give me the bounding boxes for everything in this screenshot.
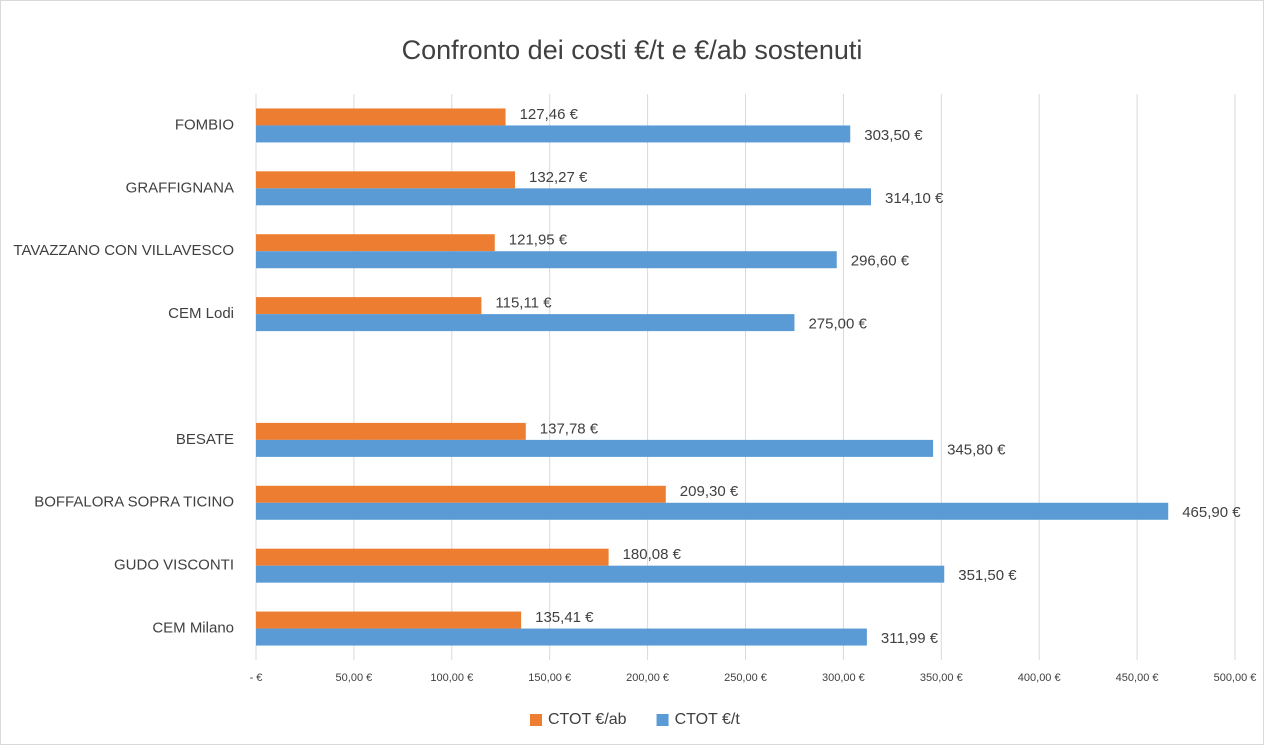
bar <box>256 502 1169 520</box>
data-label: 115,11 € <box>495 295 552 312</box>
x-tick-label: 100,00 € <box>430 672 473 684</box>
y-tick-label: BOFFALORA SOPRA TICINO <box>34 494 234 511</box>
data-label: 296,60 € <box>851 253 910 270</box>
y-tick-label: FOMBIO <box>175 116 234 133</box>
data-label: 137,78 € <box>540 420 599 437</box>
x-tick-label: 150,00 € <box>528 672 571 684</box>
bar <box>256 251 837 269</box>
y-tick-label: CEM Milano <box>152 620 234 637</box>
y-tick-label: GRAFFIGNANA <box>126 179 234 196</box>
data-label: 351,50 € <box>958 567 1017 584</box>
data-label: 465,90 € <box>1182 504 1241 521</box>
x-tick-label: 500,00 € <box>1214 672 1257 684</box>
legend-label: CTOT €/ab <box>548 711 627 728</box>
data-label: 132,27 € <box>529 169 588 186</box>
y-tick-label: CEM Lodi <box>168 305 234 322</box>
bar <box>256 439 934 457</box>
y-tick-label: GUDO VISCONTI <box>114 557 234 574</box>
data-label: 135,41 € <box>535 609 594 626</box>
data-label: 345,80 € <box>947 441 1006 458</box>
x-tick-label: 200,00 € <box>626 672 669 684</box>
x-tick-label: 250,00 € <box>724 672 767 684</box>
x-tick-label: 350,00 € <box>920 672 963 684</box>
data-label: 311,99 € <box>881 630 939 647</box>
bar <box>256 234 495 252</box>
bar <box>256 125 851 143</box>
data-label: 314,10 € <box>885 190 944 207</box>
bar <box>256 422 526 440</box>
data-label: 275,00 € <box>808 316 867 333</box>
data-label: 209,30 € <box>680 483 739 500</box>
bar <box>256 314 795 332</box>
x-tick-label: 50,00 € <box>336 672 373 684</box>
x-tick-label: 450,00 € <box>1116 672 1159 684</box>
bar <box>256 297 482 315</box>
bar <box>256 611 522 629</box>
bar <box>256 548 609 566</box>
chart-title: Confronto dei costi €/t e €/ab sostenuti <box>402 35 863 65</box>
x-tick-label: 400,00 € <box>1018 672 1061 684</box>
bar <box>256 188 872 206</box>
x-tick-label: 300,00 € <box>822 672 865 684</box>
bar <box>256 565 945 583</box>
data-label: 121,95 € <box>509 232 568 249</box>
legend-swatch <box>530 714 542 726</box>
data-label: 127,46 € <box>520 106 579 123</box>
bar <box>256 108 506 126</box>
y-tick-label: TAVAZZANO CON VILLAVESCO <box>13 242 234 259</box>
legend-label: CTOT €/t <box>675 711 741 728</box>
bar <box>256 171 515 189</box>
bar <box>256 485 666 503</box>
legend-swatch <box>656 714 669 726</box>
y-tick-label: BESATE <box>176 431 234 448</box>
data-label: 303,50 € <box>864 127 923 144</box>
x-tick-label: - € <box>250 672 263 684</box>
bar <box>256 628 867 646</box>
data-label: 180,08 € <box>623 546 682 563</box>
